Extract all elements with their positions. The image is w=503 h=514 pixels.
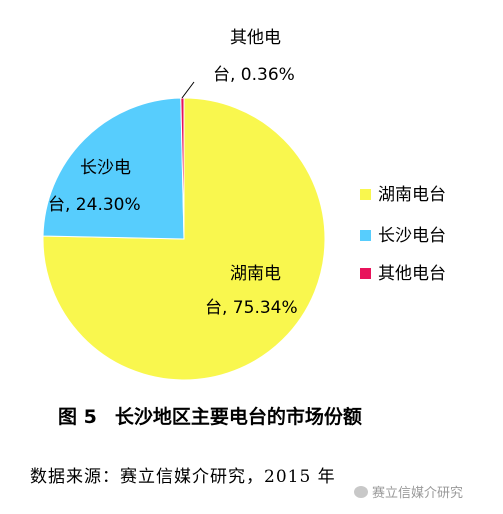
leader-line-other	[181, 81, 195, 99]
watermark-text: 赛立信媒介研究	[372, 486, 464, 501]
pie-slice-changsha	[42, 97, 185, 240]
figure-number: 图 5	[58, 406, 97, 428]
legend-label-other: 其他电台	[378, 264, 446, 284]
legend-label-changsha: 长沙电台	[378, 226, 446, 246]
legend-swatch-other	[360, 268, 371, 279]
slice-label-hunan-line1: 湖南电	[230, 264, 281, 284]
slice-label-changsha-line2: 台, 24.30%	[48, 195, 141, 215]
slice-label-hunan-line2: 台, 75.34%	[205, 298, 298, 318]
pie-chart: 湖南电 台, 75.34% 长沙电 台, 24.30% 其他电 台, 0.36%…	[42, 28, 446, 381]
wechat-icon	[354, 486, 368, 498]
watermark: 赛立信媒介研究	[354, 482, 463, 501]
figure-caption-text: 长沙地区主要电台的市场份额	[114, 406, 362, 428]
figure-caption: 图 5 长沙地区主要电台的市场份额	[58, 402, 362, 429]
pie-slice-hunan	[42, 97, 326, 381]
legend-label-hunan: 湖南电台	[378, 185, 446, 205]
data-source-note: 数据来源：赛立信媒介研究，2015 年	[30, 467, 336, 487]
pie-slices	[42, 97, 326, 381]
slice-label-other-line1: 其他电	[230, 28, 281, 48]
slice-label-other-line2: 台, 0.36%	[213, 65, 295, 85]
legend: 湖南电台 长沙电台 其他电台	[360, 185, 446, 284]
legend-swatch-changsha	[360, 230, 371, 241]
legend-swatch-hunan	[360, 189, 371, 200]
slice-label-changsha-line1: 长沙电	[80, 158, 131, 178]
